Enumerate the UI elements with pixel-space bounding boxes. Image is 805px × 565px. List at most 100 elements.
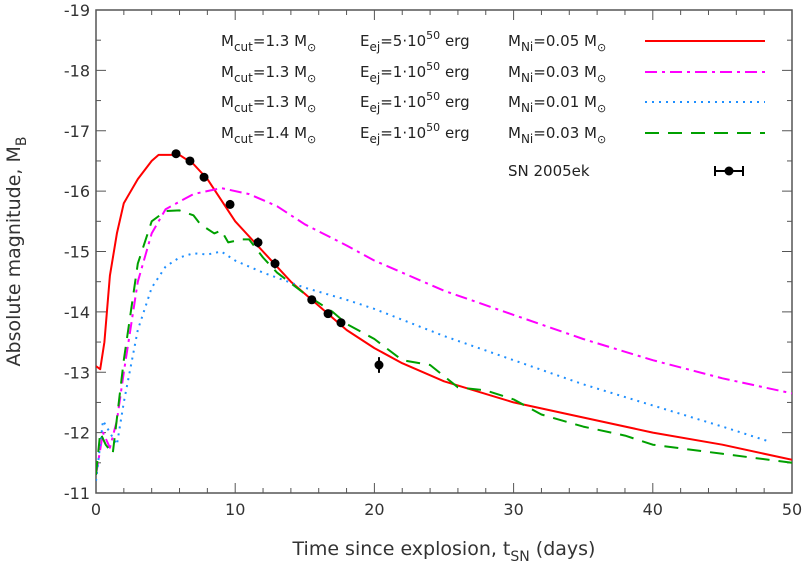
legend-mcut: Mcut=1.3 M⊙ xyxy=(221,32,316,54)
y-axis-label-sub: B xyxy=(14,137,30,147)
legend-mcut: Mcut=1.3 M⊙ xyxy=(221,63,316,85)
legend-mni: MNi=0.03 M⊙ xyxy=(508,124,606,146)
text-part: erg xyxy=(440,32,469,50)
text-part: M xyxy=(294,93,307,111)
text-part: =0.05 xyxy=(533,32,584,50)
data-point xyxy=(336,318,346,328)
text-part: 50 xyxy=(426,60,440,73)
series-line-1 xyxy=(96,187,792,476)
text-part: ej xyxy=(369,71,380,85)
text-part: ⊙ xyxy=(307,72,316,85)
x-axis-label-sub: SN xyxy=(510,549,529,565)
text-part: E xyxy=(360,32,369,50)
text-part: =1·10 xyxy=(380,124,426,142)
x-tick-label: 40 xyxy=(643,500,663,519)
text-part: M xyxy=(584,32,597,50)
data-point xyxy=(270,259,280,269)
text-part: ej xyxy=(369,101,380,115)
y-tick-label: -16 xyxy=(64,182,90,201)
text-part: M xyxy=(221,63,234,81)
text-part: =1.3 xyxy=(253,93,294,111)
x-tick-label: 30 xyxy=(503,500,523,519)
text-part: 50 xyxy=(426,90,440,103)
legend-mcut: Mcut=1.4 M⊙ xyxy=(221,124,316,146)
x-axis-label-main: Time since explosion, t xyxy=(292,538,511,560)
text-part: Ni xyxy=(521,71,533,85)
x-tick-label: 0 xyxy=(91,500,101,519)
text-part: erg xyxy=(440,93,469,111)
x-axis-label-unit: (days) xyxy=(530,538,596,560)
text-part: =1.4 xyxy=(253,124,294,142)
series-line-0 xyxy=(96,153,792,461)
text-part: 50 xyxy=(426,29,440,42)
text-part: cut xyxy=(234,101,253,115)
legend-eej: Eej=1·1050 erg xyxy=(360,90,470,115)
text-part: Ni xyxy=(521,40,533,54)
text-part: =5·10 xyxy=(380,32,426,50)
text-part: M xyxy=(294,63,307,81)
legend-eej: Eej=1·1050 erg xyxy=(360,121,470,146)
legend-mni: MNi=0.01 M⊙ xyxy=(508,93,606,115)
text-part: =1·10 xyxy=(380,93,426,111)
series-line-3 xyxy=(96,209,792,475)
data-point xyxy=(253,237,263,247)
text-part: M xyxy=(584,124,597,142)
x-tick-label: 50 xyxy=(782,500,802,519)
legend-mni: MNi=0.03 M⊙ xyxy=(508,63,606,85)
text-part: M xyxy=(221,124,234,142)
data-point xyxy=(171,149,181,159)
text-part: cut xyxy=(234,132,253,146)
y-tick-label: -12 xyxy=(64,424,90,443)
text-part: erg xyxy=(440,63,469,81)
y-tick-label: -13 xyxy=(64,363,90,382)
text-part: Ni xyxy=(521,132,533,146)
text-part: cut xyxy=(234,40,253,54)
text-part: M xyxy=(221,93,234,111)
text-part: ⊙ xyxy=(307,41,316,54)
plot-frame xyxy=(95,9,793,494)
y-tick-label: -15 xyxy=(64,243,90,262)
data-point xyxy=(323,309,333,319)
text-part: M xyxy=(584,93,597,111)
text-part: Ni xyxy=(521,101,533,115)
text-part: =0.03 xyxy=(533,124,584,142)
text-part: ⊙ xyxy=(597,41,606,54)
x-tick-label: 20 xyxy=(364,500,384,519)
y-tick-label: -11 xyxy=(64,484,90,503)
text-part: ⊙ xyxy=(307,102,316,115)
text-part: ej xyxy=(369,40,380,54)
y-tick-label: -17 xyxy=(64,122,90,141)
text-part: =1.3 xyxy=(253,63,294,81)
legend-eej: Eej=1·1050 erg xyxy=(360,60,470,85)
y-tick-label: -14 xyxy=(64,303,90,322)
y-axis-label-main: Absolute magnitude, M xyxy=(3,146,25,366)
text-part: =0.03 xyxy=(533,63,584,81)
legend-data-point xyxy=(724,166,734,176)
text-part: M xyxy=(508,32,521,50)
text-part: M xyxy=(508,63,521,81)
text-part: E xyxy=(360,124,369,142)
text-part: M xyxy=(508,124,521,142)
legend-eej: Eej=5·1050 erg xyxy=(360,29,470,54)
data-point xyxy=(225,199,235,209)
x-tick-label: 10 xyxy=(225,500,245,519)
legend-mni: MNi=0.05 M⊙ xyxy=(508,32,606,54)
text-part: E xyxy=(360,63,369,81)
x-axis-label: Time since explosion, tSN (days) xyxy=(292,538,596,565)
legend-mcut: Mcut=1.3 M⊙ xyxy=(221,93,316,115)
y-tick-label: -18 xyxy=(64,61,90,80)
text-part: =1·10 xyxy=(380,63,426,81)
data-point xyxy=(185,156,195,166)
y-axis-label: Absolute magnitude, MB xyxy=(3,137,30,367)
text-part: =1.3 xyxy=(253,32,294,50)
text-part: M xyxy=(294,124,307,142)
data-point xyxy=(374,360,384,370)
text-part: E xyxy=(360,93,369,111)
data-point xyxy=(199,172,209,182)
text-part: ⊙ xyxy=(597,102,606,115)
text-part: ⊙ xyxy=(597,72,606,85)
text-part: ⊙ xyxy=(597,133,606,146)
text-part: M xyxy=(294,32,307,50)
data-point xyxy=(307,295,317,305)
